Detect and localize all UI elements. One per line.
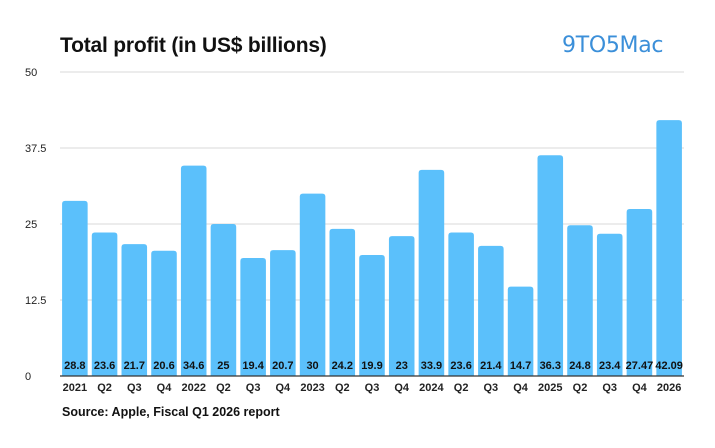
data-label: 27.47 — [626, 360, 654, 372]
bar-15 — [507, 286, 534, 376]
bar-5 — [210, 224, 237, 376]
x-tick-label: 2025 — [538, 382, 562, 394]
x-tick-label: Q4 — [513, 382, 529, 394]
data-label: 21.7 — [124, 360, 145, 372]
x-tick-label: Q4 — [632, 382, 648, 394]
x-tick-label: Q3 — [246, 382, 261, 394]
x-tick-label: 2021 — [63, 382, 87, 394]
bar-20 — [656, 120, 682, 376]
data-label: 19.9 — [361, 360, 382, 372]
x-tick-label: Q3 — [602, 382, 617, 394]
x-tick-label: Q2 — [97, 382, 112, 394]
data-label: 21.4 — [480, 360, 502, 372]
source-note: Source: Apple, Fiscal Q1 2026 report — [62, 405, 280, 419]
x-tick-label: 2024 — [419, 382, 444, 394]
data-label: 23 — [396, 360, 408, 372]
data-label: 42.09 — [655, 360, 683, 372]
bar-11 — [388, 236, 415, 376]
x-tick-label: Q3 — [127, 382, 142, 394]
x-tick-label: 2022 — [181, 382, 205, 394]
data-label: 24.2 — [332, 360, 353, 372]
data-label: 28.8 — [64, 360, 85, 372]
x-tick-label: Q2 — [454, 382, 469, 394]
data-label: 23.6 — [94, 360, 115, 372]
chart-title: Total profit (in US$ billions) — [60, 34, 327, 57]
x-tick-label: Q3 — [365, 382, 380, 394]
bar-10 — [359, 255, 385, 376]
data-label: 20.7 — [272, 360, 293, 372]
data-label: 34.6 — [183, 360, 204, 372]
bar-7 — [270, 250, 296, 376]
x-tick-label: Q4 — [394, 382, 410, 394]
bar-3 — [151, 250, 177, 376]
x-tick-label: Q2 — [216, 382, 231, 394]
data-label: 14.7 — [510, 360, 531, 372]
data-label: 19.4 — [242, 360, 264, 372]
x-tick-label: 2026 — [657, 382, 681, 394]
y-tick-label: 50 — [25, 67, 37, 79]
data-label: 23.6 — [450, 360, 471, 372]
bar-14 — [478, 245, 504, 376]
bar-19 — [626, 208, 653, 376]
bar-12 — [418, 169, 445, 376]
x-tick-label: Q2 — [573, 382, 588, 394]
9to5mac-logo: 9TO5Mac — [562, 33, 664, 58]
bar-1 — [91, 232, 118, 376]
bar-18 — [596, 233, 623, 376]
bar-0 — [62, 200, 88, 376]
data-label: 20.6 — [153, 360, 174, 372]
y-tick-label: 12.5 — [25, 295, 46, 307]
bar-4 — [180, 165, 207, 376]
x-tick-label: Q4 — [157, 382, 173, 394]
x-tick-label: 2023 — [300, 382, 324, 394]
data-label: 30 — [306, 360, 318, 372]
bar-9 — [329, 228, 356, 376]
bar-17 — [567, 225, 593, 376]
y-tick-label: 25 — [25, 219, 37, 231]
x-tick-label: Q3 — [484, 382, 499, 394]
y-tick-label: 37.5 — [25, 143, 46, 155]
data-label: 36.3 — [540, 360, 561, 372]
bar-2 — [121, 244, 148, 376]
data-label: 25 — [217, 360, 229, 372]
bar-8 — [299, 193, 326, 376]
data-label: 24.8 — [569, 360, 590, 372]
x-tick-label: Q4 — [276, 382, 292, 394]
bar-6 — [240, 258, 266, 376]
bar-13 — [448, 232, 474, 376]
data-label: 23.4 — [599, 360, 621, 372]
y-tick-label: 0 — [25, 371, 31, 383]
x-tick-label: Q2 — [335, 382, 350, 394]
bar-16 — [537, 155, 564, 376]
data-label: 33.9 — [421, 360, 442, 372]
